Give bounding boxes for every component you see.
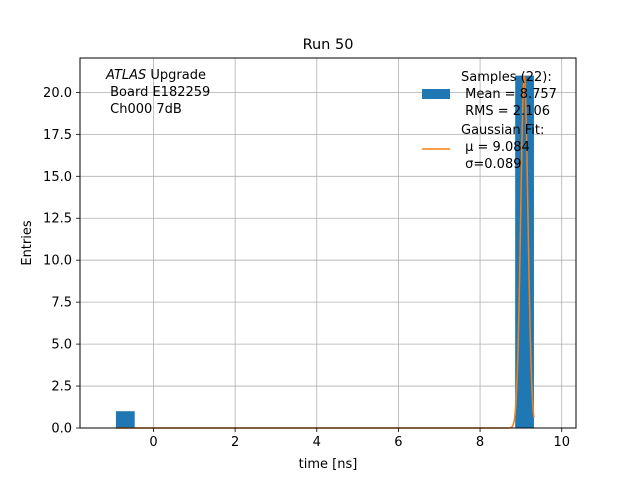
x-tick-label: 2 bbox=[231, 435, 239, 450]
x-tick-label: 0 bbox=[149, 435, 157, 450]
histogram-bar bbox=[515, 75, 534, 428]
x-tick-label: 4 bbox=[313, 435, 321, 450]
legend: Samples (22): Mean = 8.757 RMS = 2.106 G… bbox=[422, 70, 557, 172]
annotation-upgrade: Upgrade bbox=[146, 68, 206, 83]
x-axis-ticks: 0 2 4 6 8 10 bbox=[149, 428, 570, 450]
histogram-bars bbox=[115, 75, 534, 428]
legend-swatch-samples bbox=[422, 89, 450, 99]
legend-samples-line-2: Mean = 8.757 bbox=[461, 87, 557, 102]
histogram-bar bbox=[115, 411, 135, 428]
legend-fit-line-1: Gaussian Fit: bbox=[461, 123, 544, 138]
y-tick-label: 5.0 bbox=[51, 338, 72, 353]
legend-fit-line-2: μ = 9.084 bbox=[461, 140, 530, 155]
y-tick-label: 10.0 bbox=[43, 254, 72, 269]
x-axis-label: time [ns] bbox=[299, 457, 358, 472]
x-tick-label: 10 bbox=[553, 435, 570, 450]
y-tick-label: 2.5 bbox=[51, 380, 72, 395]
y-tick-label: 12.5 bbox=[43, 212, 72, 227]
plot-frame bbox=[79, 57, 577, 429]
annotation-line-3: Ch000 7dB bbox=[106, 102, 182, 117]
y-tick-label: 0.0 bbox=[51, 422, 72, 437]
x-tick-label: 8 bbox=[476, 435, 484, 450]
grid bbox=[80, 58, 576, 429]
legend-samples-line-3: RMS = 2.106 bbox=[461, 104, 550, 119]
y-tick-label: 20.0 bbox=[43, 86, 72, 101]
y-axis-ticks: 0.0 2.5 5.0 7.5 10.0 12.5 15.0 17.5 20.0 bbox=[43, 86, 80, 437]
y-tick-label: 7.5 bbox=[51, 296, 72, 311]
atlas-annotation: ATLAS Upgrade Board E182259 Ch000 7dB bbox=[105, 68, 210, 117]
y-tick-label: 15.0 bbox=[43, 170, 72, 185]
annotation-line-2: Board E182259 bbox=[106, 85, 210, 100]
legend-samples-line-1: Samples (22): bbox=[461, 70, 552, 85]
y-axis-label: Entries bbox=[20, 220, 35, 266]
annotation-atlas: ATLAS bbox=[105, 68, 146, 83]
chart-title: Run 50 bbox=[303, 37, 354, 53]
y-tick-label: 17.5 bbox=[43, 128, 72, 143]
legend-fit-line-3: σ=0.089 bbox=[461, 157, 521, 172]
annotation-line-1: ATLAS Upgrade bbox=[105, 68, 206, 83]
x-tick-label: 6 bbox=[394, 435, 402, 450]
